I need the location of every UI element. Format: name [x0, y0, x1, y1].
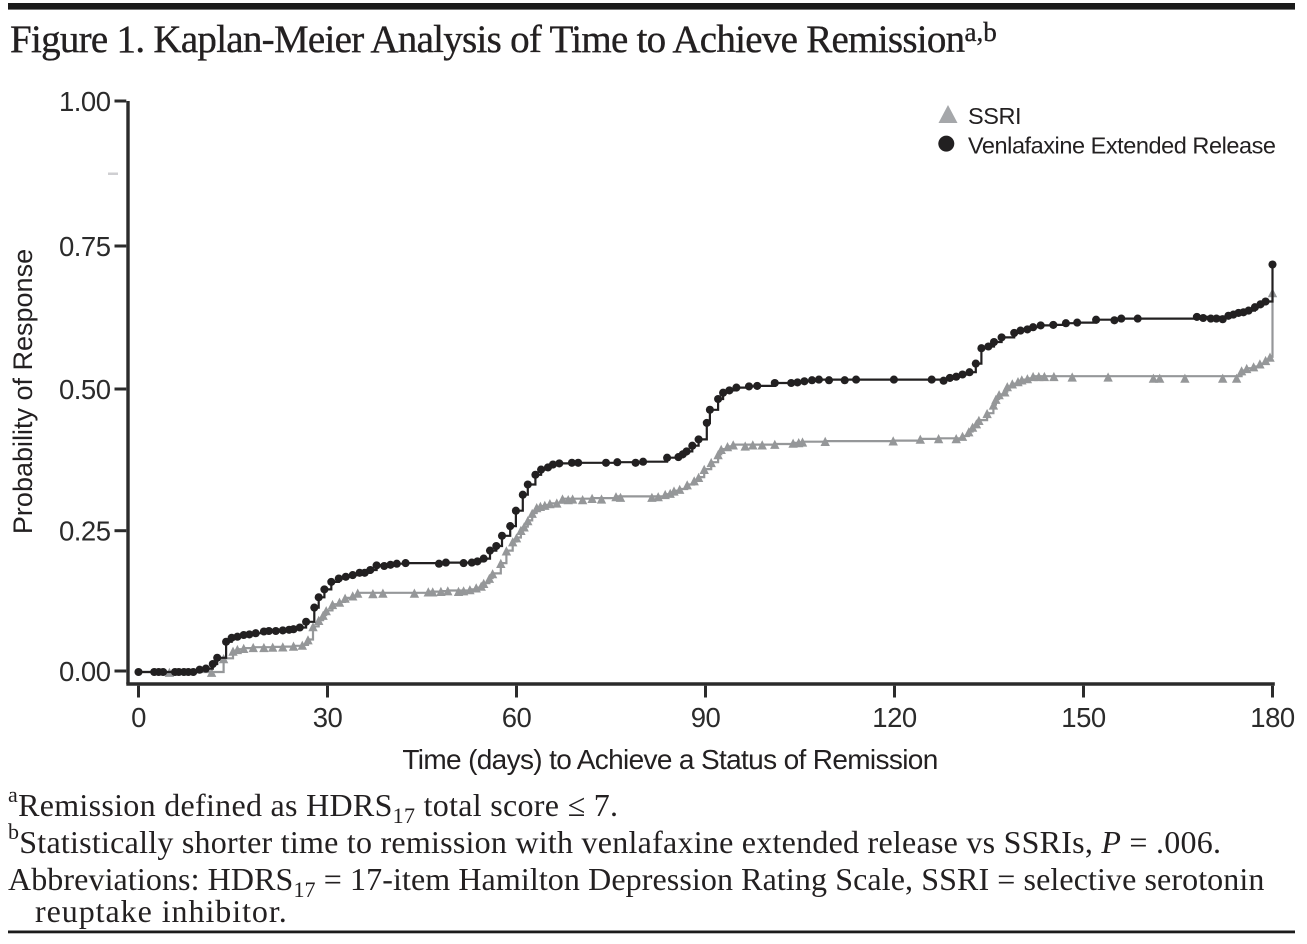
svg-text:Venlafaxine Extended Release: Venlafaxine Extended Release [968, 133, 1276, 159]
svg-text:90: 90 [691, 702, 721, 733]
svg-text:180: 180 [1250, 702, 1295, 733]
svg-text:Abbreviations: HDRS17 = 17-ite: Abbreviations: HDRS17 = 17-item Hamilton… [8, 861, 1264, 902]
svg-text:1.00: 1.00 [59, 86, 111, 117]
svg-text:0.00: 0.00 [59, 656, 111, 687]
svg-text:0.75: 0.75 [59, 231, 111, 262]
svg-text:0.25: 0.25 [59, 516, 111, 547]
svg-text:Figure 1. Kaplan-Meier Analysi: Figure 1. Kaplan-Meier Analysis of Time … [10, 17, 997, 61]
svg-text:aRemission defined as HDRS17 t: aRemission defined as HDRS17 total score… [8, 782, 618, 828]
svg-text:bStatistically shorter time to: bStatistically shorter time to remission… [8, 819, 1221, 860]
svg-text:120: 120 [872, 702, 917, 733]
svg-text:30: 30 [313, 702, 343, 733]
svg-text:SSRI: SSRI [968, 103, 1021, 129]
svg-text:0: 0 [131, 702, 146, 733]
svg-text:0.50: 0.50 [59, 374, 111, 405]
svg-text:150: 150 [1061, 702, 1106, 733]
svg-text:reuptake inhibitor.: reuptake inhibitor. [35, 893, 288, 929]
svg-text:Time (days) to Achieve a Statu: Time (days) to Achieve a Status of Remis… [402, 744, 937, 775]
svg-text:Probability of Response: Probability of Response [8, 249, 38, 534]
svg-text:60: 60 [502, 702, 532, 733]
